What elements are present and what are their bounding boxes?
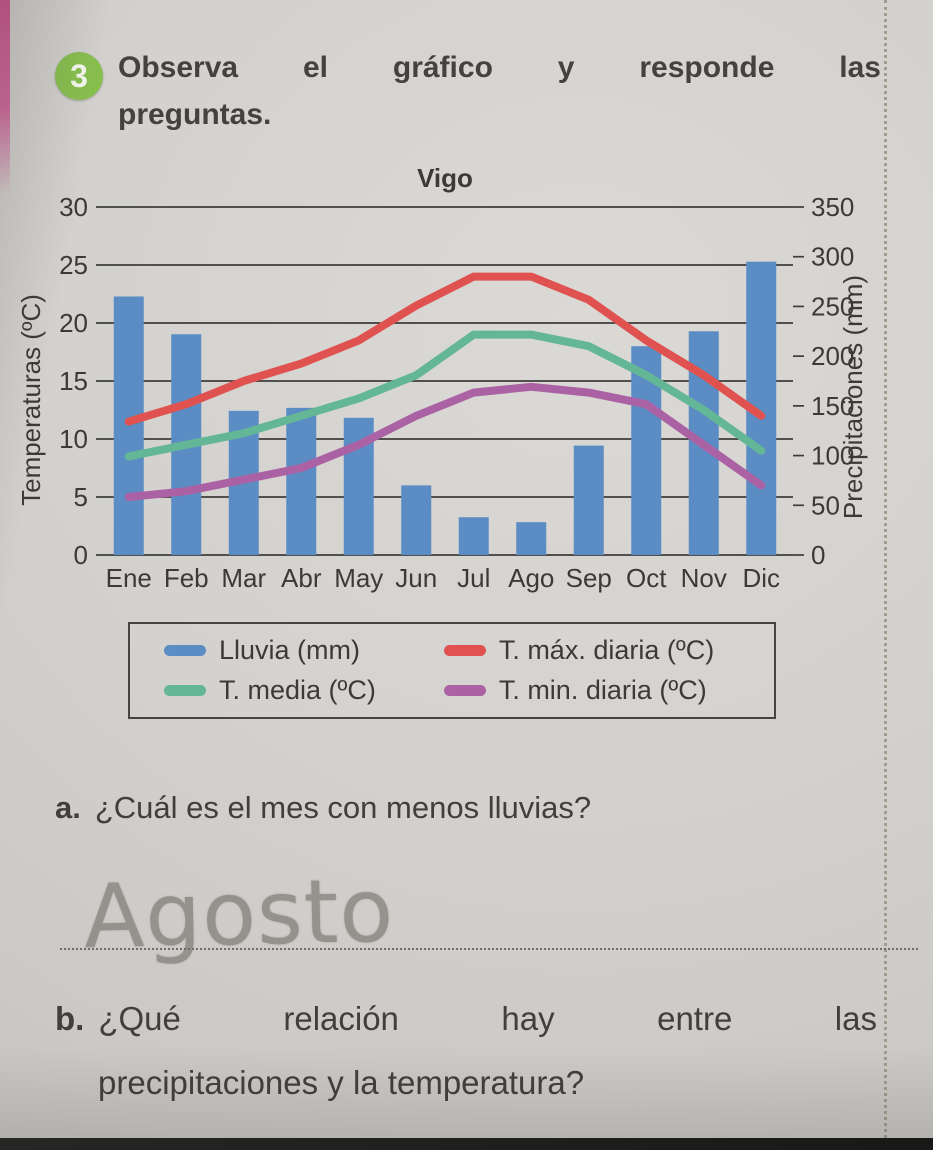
left-axis-tick: 15 — [59, 366, 88, 396]
line-T. media (ºC) — [124, 330, 766, 461]
right-axis-tick: 200 — [811, 341, 854, 371]
left-axis-label: Temperaturas (ºC) — [16, 294, 46, 506]
month-label-Nov: Nov — [681, 563, 727, 593]
bar-Sep — [573, 445, 604, 555]
answer-line-a — [60, 948, 918, 950]
bar-Dic — [746, 261, 777, 555]
question-a-letter: a. — [55, 790, 81, 825]
bar-Mar — [228, 410, 259, 555]
bar-May — [343, 417, 374, 555]
bar-Oct — [631, 346, 662, 555]
tmax-swatch-icon — [443, 644, 486, 656]
bar-Ago — [516, 522, 547, 555]
instruction-line-1: Observa el gráfico y responde las — [118, 51, 881, 84]
right-axis-tick: 50 — [811, 490, 840, 520]
chart-legend: Lluvia (mm) T. máx. diaria (ºC) T. media… — [128, 622, 776, 719]
legend-item-tmax: T. máx. diaria (ºC) — [443, 634, 774, 666]
month-label-Oct: Oct — [626, 563, 667, 593]
bar-Ene — [113, 296, 144, 555]
bar-Abr — [286, 407, 317, 555]
month-label-Ene: Ene — [106, 563, 152, 593]
left-axis-tick: 20 — [59, 308, 88, 338]
right-axis-tick: 0 — [811, 540, 825, 570]
right-axis-tick: 250 — [811, 291, 854, 321]
right-axis-label: Precipitaciones (mm) — [838, 275, 868, 519]
question-b-line-2: precipitaciones y la temperatura? — [98, 1064, 585, 1101]
month-label-May: May — [334, 563, 383, 593]
line-T. máx. diaria (ºC) — [124, 272, 766, 426]
legend-label: T. min. diaria (ºC) — [498, 675, 707, 706]
bar-Jun — [401, 485, 432, 555]
legend-label: T. máx. diaria (ºC) — [498, 634, 715, 665]
legend-label: Lluvia (mm) — [219, 634, 361, 665]
line-T. min. diaria (ºC) — [124, 382, 766, 501]
right-axis-tick: 100 — [811, 441, 854, 471]
page-bottom-edge — [0, 1138, 933, 1150]
legend-label: T. media (ºC) — [219, 675, 376, 706]
page-edge-accent — [0, 0, 10, 195]
month-label-Dic: Dic — [742, 563, 780, 593]
legend-item-lluvia: Lluvia (mm) — [164, 635, 444, 666]
climograph-chart: Vigo302520151050350300250200150100500Ene… — [16, 163, 868, 593]
month-label-Ago: Ago — [508, 563, 554, 593]
question-a-text: ¿Cuál es el mes con menos lluvias? — [94, 790, 592, 825]
question-b-line-1: ¿Qué relación hay entre las — [98, 1000, 877, 1037]
bar-Nov — [688, 331, 719, 555]
right-axis-tick: 300 — [811, 242, 854, 272]
question-b-letter: b. — [55, 1000, 85, 1037]
month-label-Jun: Jun — [395, 563, 437, 593]
exercise-instruction: Observa el gráfico y responde las pregun… — [118, 44, 881, 138]
exercise-number-badge: 3 — [55, 52, 103, 100]
legend-item-tmin: T. min. diaria (ºC) — [443, 675, 774, 706]
tmedia-swatch-icon — [164, 685, 206, 697]
left-axis-tick: 30 — [59, 192, 88, 222]
instruction-line-2: preguntas. — [118, 98, 272, 131]
month-label-Mar: Mar — [221, 563, 266, 593]
left-axis-tick: 0 — [74, 540, 88, 570]
tmin-swatch-icon — [443, 685, 486, 697]
month-label-Sep: Sep — [566, 563, 612, 593]
lluvia-swatch-icon — [164, 644, 206, 656]
right-axis-tick: 150 — [811, 391, 854, 421]
question-b: b. ¿Qué relación hay entre las precipita… — [55, 1000, 877, 1102]
left-axis-tick: 10 — [59, 424, 88, 454]
right-axis-tick: 350 — [811, 192, 854, 222]
month-label-Feb: Feb — [164, 563, 209, 593]
chart-title: Vigo — [417, 163, 473, 193]
month-label-Abr: Abr — [281, 563, 322, 593]
question-a: a. ¿Cuál es el mes con menos lluvias? — [55, 790, 915, 826]
legend-item-tmedia: T. media (ºC) — [164, 675, 444, 706]
bar-Feb — [171, 334, 202, 555]
dotted-cut-line — [884, 0, 887, 1150]
bar-Jul — [458, 517, 489, 555]
left-axis-tick: 5 — [74, 482, 88, 512]
left-axis-tick: 25 — [59, 250, 88, 280]
month-label-Jul: Jul — [457, 563, 490, 593]
handwritten-answer: Agosto — [82, 858, 396, 969]
